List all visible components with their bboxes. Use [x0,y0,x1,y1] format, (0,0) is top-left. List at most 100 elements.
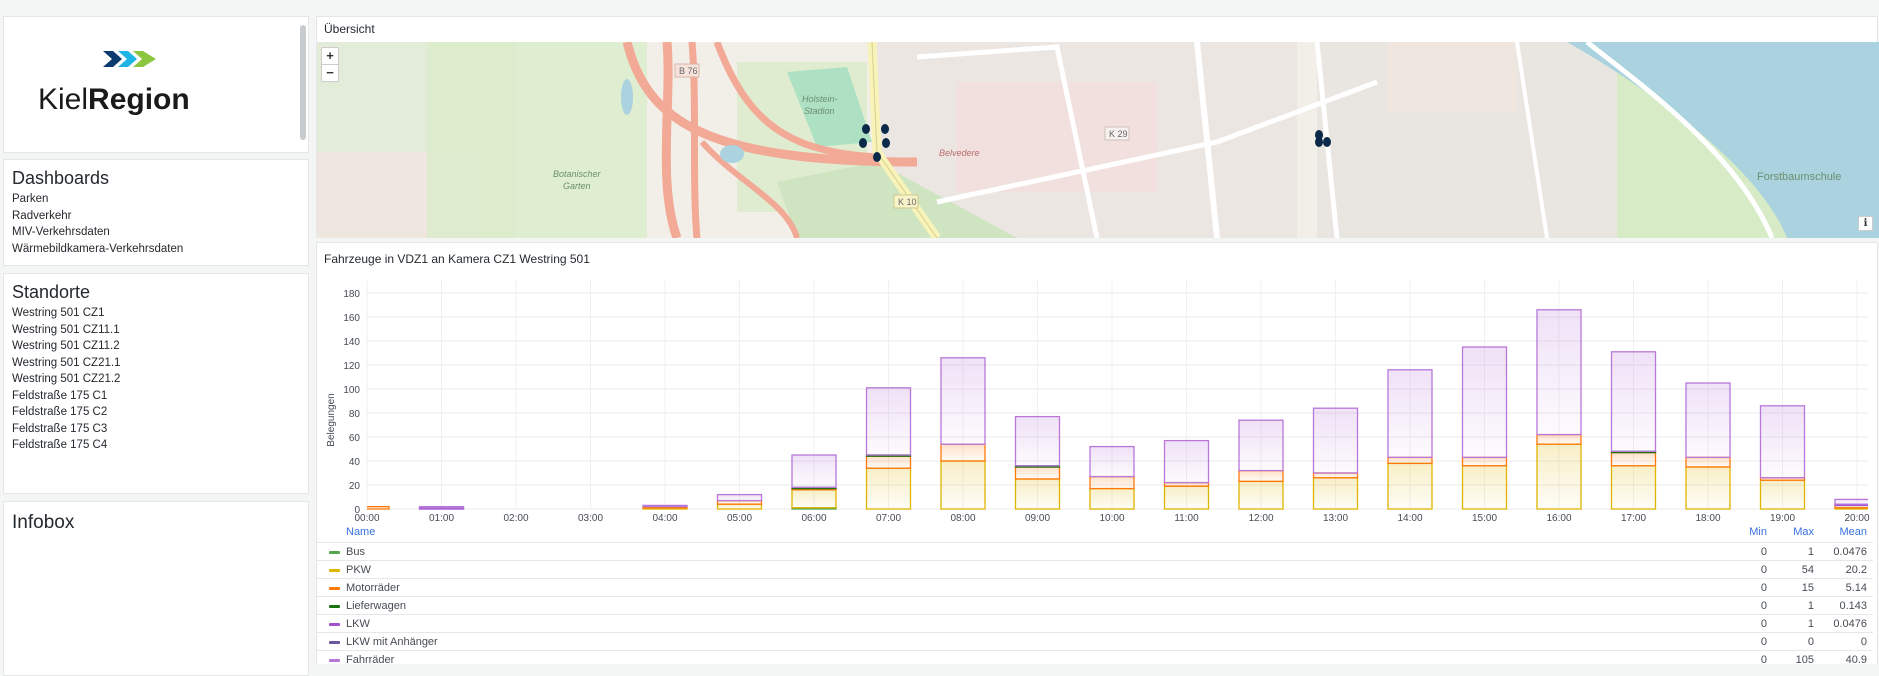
x-tick-label: 12:00 [1248,513,1273,524]
x-tick-label: 03:00 [578,513,603,524]
legend-series-name[interactable]: Motorräder [346,582,400,594]
standort-link[interactable]: Westring 501 CZ21.2 [12,373,121,385]
bar-segment-fahrr-der[interactable] [1685,382,1731,459]
y-tick-label: 0 [354,505,360,516]
bar-segment-motorr-der[interactable] [1089,475,1135,490]
bar-segment-pkw[interactable] [1014,478,1061,510]
bar-segment-motorr-der[interactable] [345,505,390,510]
bar-segment-motorr-der[interactable] [1312,472,1359,479]
svg-text:Holstein-: Holstein- [802,94,838,104]
legend-row[interactable]: Bus 0 1 0.0476 [316,542,1873,561]
legend-row[interactable]: Motorräder 0 15 5.14 [316,578,1873,597]
standort-link[interactable]: Feldstraße 175 C2 [12,406,108,418]
camera-marker [873,152,881,162]
x-tick-label: 11:00 [1174,513,1199,524]
bar-segment-pkw[interactable] [940,460,986,510]
svg-text:KielRegion: KielRegion [38,83,190,116]
dashboard-link-miv[interactable]: MIV-Verkehrsdaten [12,226,110,238]
bar-segment-fahrr-der[interactable] [791,454,837,489]
legend-row[interactable]: Lieferwagen 0 1 0.143 [316,596,1873,615]
camera-marker [859,138,867,148]
zoom-out-button[interactable]: − [321,64,339,82]
bar-segment-fahrr-der[interactable] [1312,407,1359,474]
y-tick-label: 180 [343,289,360,300]
dashboards-panel: Dashboards Parken Radverkehr MIV-Verkehr… [3,159,309,266]
bar-segment-pkw[interactable] [1536,443,1582,510]
standort-link[interactable]: Westring 501 CZ1 [12,307,105,319]
bar-segment-pkw[interactable] [1685,466,1731,510]
legend-series-name[interactable]: Bus [346,546,365,558]
bar-segment-pkw[interactable] [865,467,912,510]
bar-segment-fahrr-der[interactable] [1238,419,1284,472]
bar-segment-motorr-der[interactable] [865,455,912,469]
bar-segment-motorr-der[interactable] [1610,451,1657,467]
bar-segment-motorr-der[interactable] [1014,466,1061,480]
dashboard-link-parken[interactable]: Parken [12,193,49,205]
legend-header-mean[interactable]: Mean [1839,526,1867,538]
x-tick-label: 19:00 [1770,513,1795,524]
legend-series-name[interactable]: PKW [346,564,372,576]
bar-segment-fahrr-der[interactable] [940,357,986,445]
x-tick-label: 20:00 [1844,513,1869,524]
standort-link[interactable]: Feldstraße 175 C1 [12,389,108,402]
x-tick-label: 02:00 [503,513,528,524]
bar-segment-pkw[interactable] [1759,479,1806,510]
x-tick-label: 05:00 [727,513,752,524]
legend-row[interactable]: LKW 0 1 0.0476 [316,614,1873,633]
legend-series-name[interactable]: LKW [346,618,370,630]
bar-segment-motorr-der[interactable] [1461,456,1508,467]
legend-row[interactable]: PKW 0 54 20.2 [316,560,1873,579]
bar-segment-fahrr-der[interactable] [1387,369,1433,459]
bar-segment-fahrr-der[interactable] [1014,415,1061,467]
legend-min: 0 [1760,636,1767,648]
dashboard-link-radverkehr[interactable]: Radverkehr [12,209,72,222]
standort-link[interactable]: Westring 501 CZ11.1 [12,323,120,336]
standort-link[interactable]: Feldstraße 175 C3 [12,422,108,435]
bar-segment-pkw[interactable] [1387,462,1433,510]
bar-segment-motorr-der[interactable] [940,443,986,462]
bar-segment-pkw[interactable] [1312,477,1359,510]
bar-segment-fahrr-der[interactable] [1536,309,1582,436]
scrollbar[interactable] [300,25,306,140]
bar-segment-pkw[interactable] [1610,465,1657,510]
standort-link[interactable]: Westring 501 CZ21.1 [12,356,121,369]
bar-segment-fahrr-der[interactable] [1834,498,1878,505]
bar-segment-fahrr-der[interactable] [418,505,465,509]
bar-segment-motorr-der[interactable] [1238,469,1284,483]
bar-segment-pkw[interactable] [716,503,763,510]
bar-segment-motorr-der[interactable] [1387,456,1433,465]
dashboard-link-waermebild[interactable]: Wärmebildkamera-Verkehrsdaten [12,242,184,255]
legend-series-name[interactable]: Fahrräder [346,654,395,666]
legend-header-max[interactable]: Max [1793,526,1814,538]
legend-row[interactable]: LKW mit Anhänger 0 0 0 [316,632,1873,651]
info-button[interactable]: i [1858,216,1873,231]
bar-segment-fahrr-der[interactable] [716,493,763,502]
bar-segment-fahrr-der[interactable] [1461,346,1508,459]
bar-segment-fahrr-der[interactable] [642,504,688,508]
standort-link[interactable]: Feldstraße 175 C4 [12,439,108,451]
bar-segment-pkw[interactable] [1089,487,1135,510]
bar-segment-pkw[interactable] [1461,465,1508,510]
standort-link[interactable]: Westring 501 CZ11.2 [12,340,120,352]
legend-series-name[interactable]: LKW mit Anhänger [346,636,438,648]
bar-segment-pkw[interactable] [791,489,837,509]
bar-segment-fahrr-der[interactable] [1759,405,1806,479]
bar-segment-motorr-der[interactable] [1685,456,1731,468]
legend-max: 1 [1807,546,1814,558]
x-tick-label: 06:00 [801,513,826,524]
x-tick-label: 17:00 [1621,513,1646,524]
map[interactable]: B 76 Holstein- Stadion K 29 Belvedere K … [317,42,1879,238]
bar-segment-pkw[interactable] [1163,485,1210,510]
bar-segment-fahrr-der[interactable] [1089,445,1135,478]
legend-header-name[interactable]: Name [346,526,376,538]
bar-segment-fahrr-der[interactable] [1163,439,1210,484]
zoom-in-button[interactable]: + [321,47,339,65]
legend-row[interactable]: Fahrräder 0 105 40.9 [316,650,1873,669]
legend-header-min[interactable]: Min [1749,526,1767,538]
bar-segment-pkw[interactable] [1238,480,1284,510]
legend-series-name[interactable]: Lieferwagen [346,600,406,612]
bar-segment-fahrr-der[interactable] [1610,351,1657,453]
bar-segment-fahrr-der[interactable] [865,387,912,456]
legend-mean: 40.9 [1845,654,1867,666]
bar-segment-motorr-der[interactable] [1536,433,1582,445]
